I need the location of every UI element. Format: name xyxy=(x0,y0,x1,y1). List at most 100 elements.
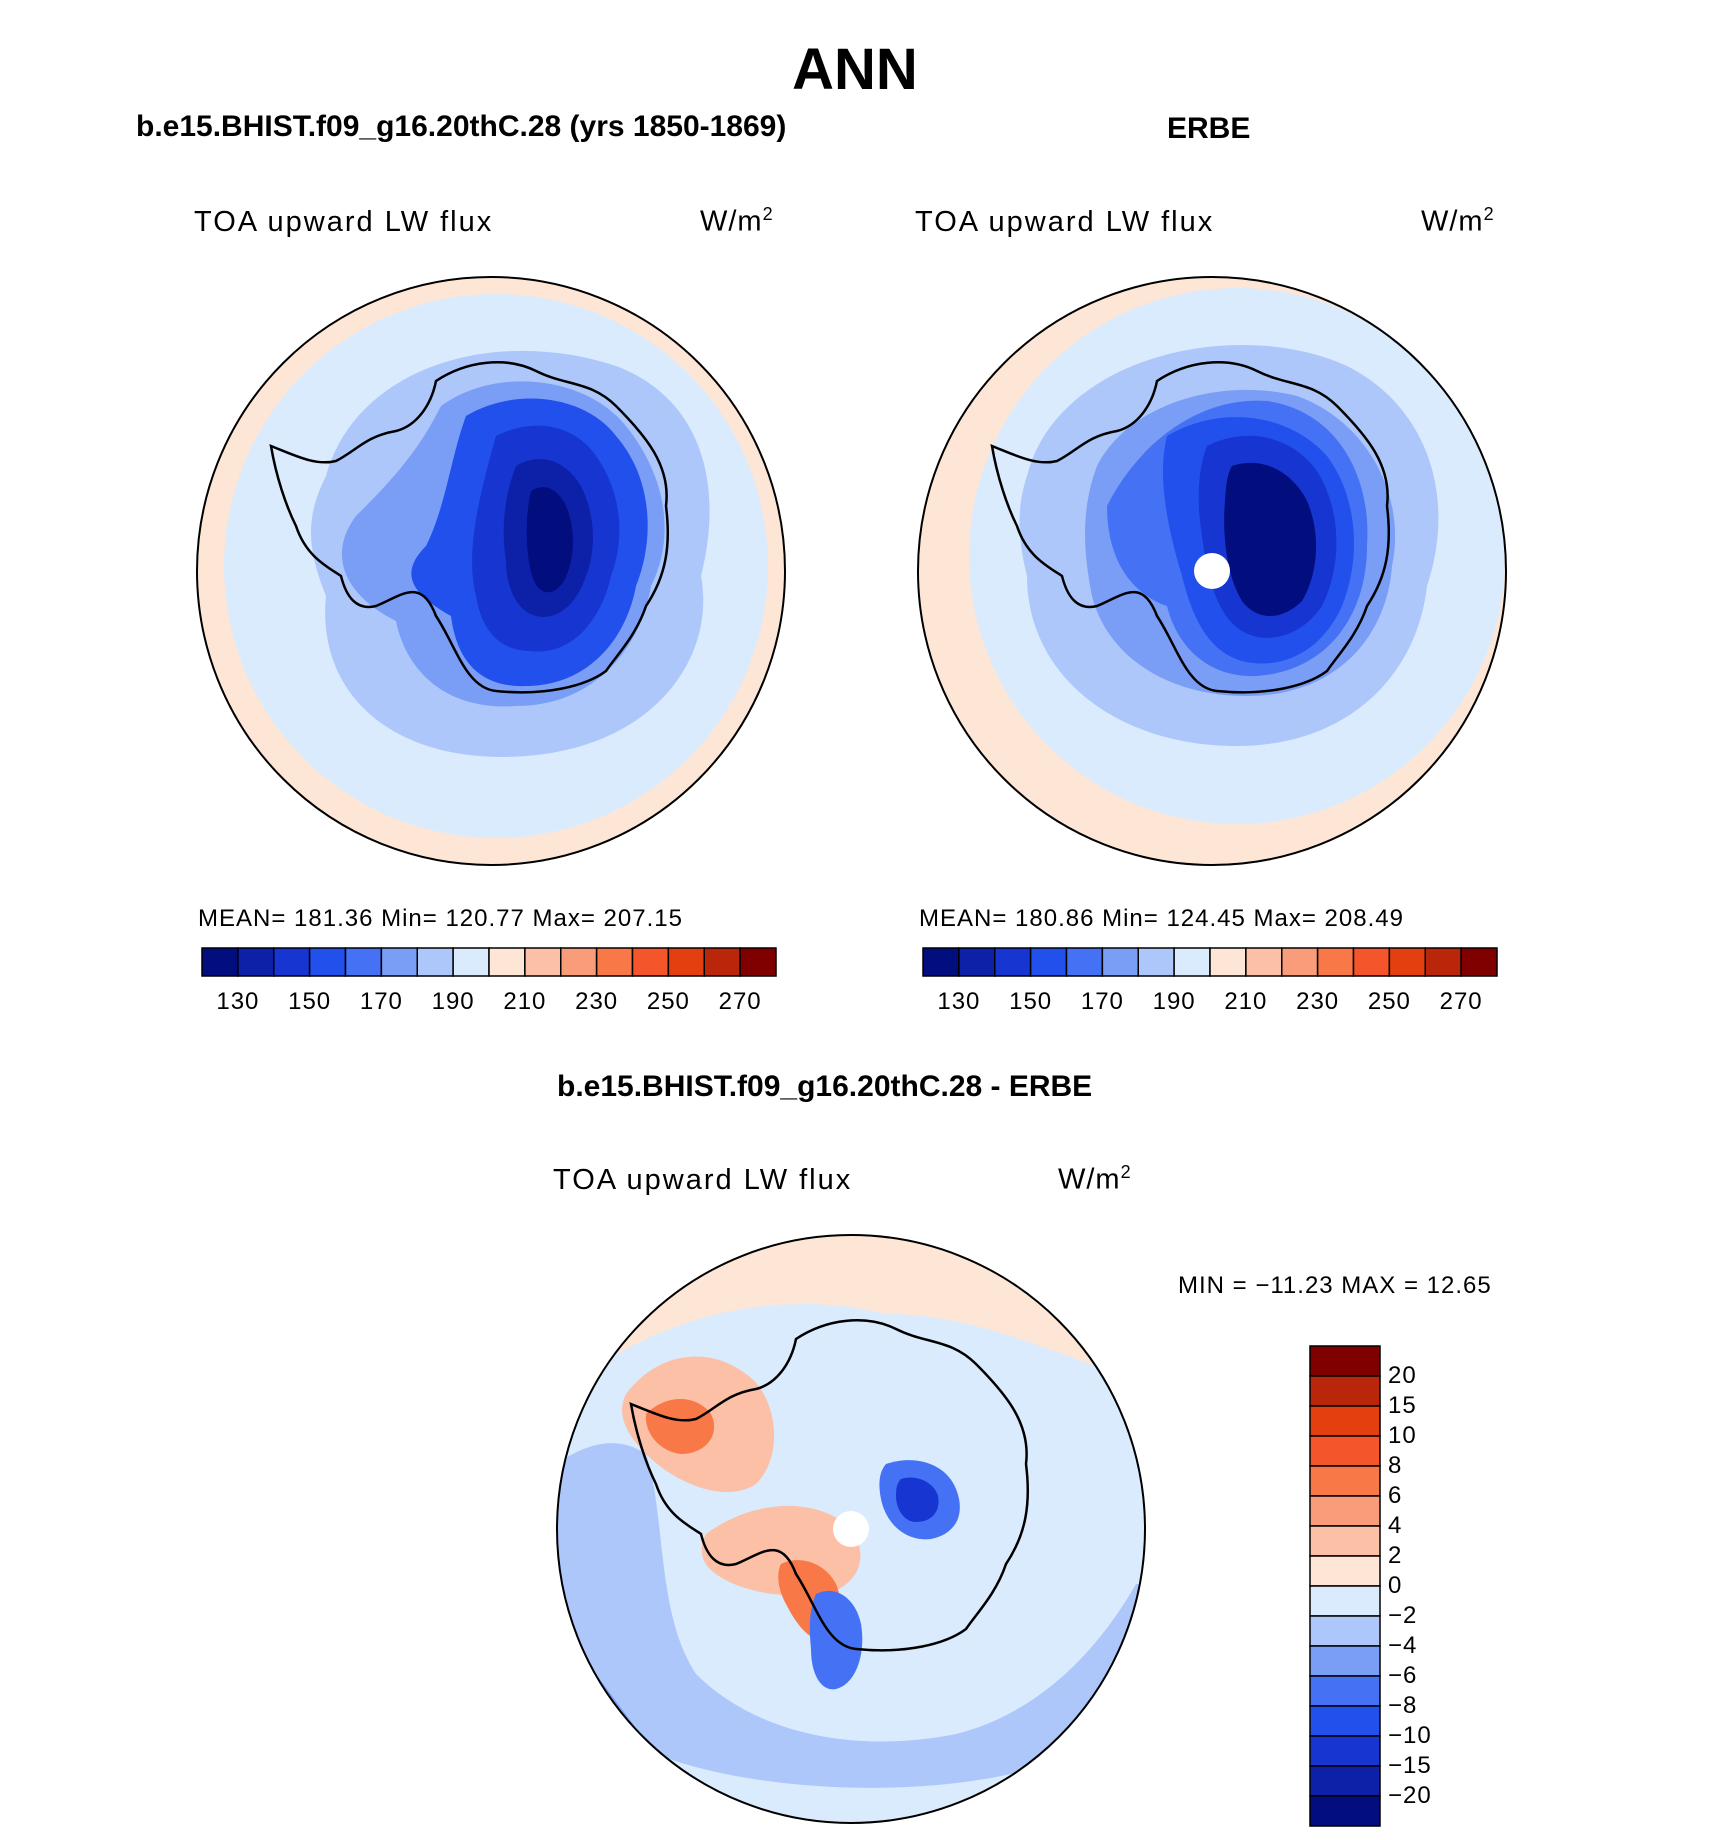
obs-variable-label: TOA upward LW flux xyxy=(915,206,1215,238)
diff-colorbar-tick: −15 xyxy=(1388,1752,1432,1779)
diff-positive-max xyxy=(645,1399,715,1454)
model-colorbar-tick: 270 xyxy=(718,988,762,1015)
model-polar-map xyxy=(196,276,786,866)
model-colorbar xyxy=(201,947,777,977)
diff-colorbar-box-6 xyxy=(1309,1525,1381,1557)
diff-colorbar-tick: −20 xyxy=(1388,1782,1432,1809)
diff-colorbar-tick: 10 xyxy=(1388,1422,1417,1449)
model-colorbar-tick: 190 xyxy=(431,988,475,1015)
main-title: ANN xyxy=(792,37,918,102)
diff-colorbar-box-10 xyxy=(1309,1645,1381,1677)
diff-colorbar-box-1 xyxy=(1309,1375,1381,1407)
obs-colorbar xyxy=(922,947,1498,977)
obs-stats: MEAN= 180.86 Min= 124.45 Max= 208.49 xyxy=(919,905,1404,932)
diff-negative-ring xyxy=(557,1443,1145,1823)
diff-colorbar-tick: −2 xyxy=(1388,1602,1418,1629)
obs-colorbar-box-3 xyxy=(1029,947,1068,977)
diff-colorbar-box-12 xyxy=(1309,1705,1381,1737)
model-colorbar-box-11 xyxy=(595,947,634,977)
diff-colorbar-tick: 15 xyxy=(1388,1392,1417,1419)
obs-contour-min xyxy=(1224,462,1317,616)
diff-colorbar-box-15 xyxy=(1309,1795,1381,1827)
diff-polar-map xyxy=(556,1234,1146,1824)
diff-variable-label: TOA upward LW flux xyxy=(553,1164,853,1196)
diff-colorbar-tick: −10 xyxy=(1388,1722,1432,1749)
model-colorbar-tick: 150 xyxy=(288,988,332,1015)
diff-stats: MIN = −11.23 MAX = 12.65 xyxy=(1178,1272,1492,1299)
model-colorbar-tick: 250 xyxy=(646,988,690,1015)
obs-colorbar-box-11 xyxy=(1316,947,1355,977)
model-stats: MEAN= 181.36 Min= 120.77 Max= 207.15 xyxy=(198,905,683,932)
obs-colorbar-tick: 250 xyxy=(1367,988,1411,1015)
diff-antarctica-coastline xyxy=(629,1319,1030,1652)
obs-colorbar-box-6 xyxy=(1137,947,1175,977)
model-colorbar-box-15 xyxy=(739,947,777,977)
model-colorbar-box-9 xyxy=(524,947,562,977)
model-colorbar-box-0 xyxy=(201,947,239,977)
obs-colorbar-box-2 xyxy=(994,947,1032,977)
diff-colorbar-tick: −4 xyxy=(1388,1632,1418,1659)
model-units-label: W/m2 xyxy=(700,204,774,238)
diff-colorbar-tick: −6 xyxy=(1388,1662,1418,1689)
diff-units-label: W/m2 xyxy=(1058,1162,1132,1196)
obs-colorbar-box-8 xyxy=(1209,947,1247,977)
obs-colorbar-tick: 170 xyxy=(1080,988,1124,1015)
diff-colorbar-box-0 xyxy=(1309,1345,1381,1377)
diff-colorbar-box-4 xyxy=(1309,1465,1381,1497)
obs-colorbar-tick: 190 xyxy=(1152,988,1196,1015)
obs-polar-map xyxy=(917,276,1507,866)
model-panel-title: b.e15.BHIST.f09_g16.20thC.28 (yrs 1850-1… xyxy=(136,110,787,143)
diff-colorbar-box-9 xyxy=(1309,1615,1381,1647)
diff-negative-min xyxy=(896,1477,939,1522)
model-colorbar-box-5 xyxy=(380,947,418,977)
model-antarctica-coastline xyxy=(269,361,670,694)
obs-antarctica-coastline xyxy=(990,361,1391,694)
obs-colorbar-box-10 xyxy=(1281,947,1319,977)
model-colorbar-box-12 xyxy=(631,947,670,977)
diff-colorbar-tick: 4 xyxy=(1388,1512,1403,1539)
obs-colorbar-tick: 270 xyxy=(1439,988,1483,1015)
obs-colorbar-box-15 xyxy=(1460,947,1498,977)
obs-colorbar-box-4 xyxy=(1065,947,1104,977)
diff-colorbar-tick: 20 xyxy=(1388,1362,1417,1389)
model-colorbar-box-3 xyxy=(308,947,347,977)
diff-colorbar-tick: 0 xyxy=(1388,1572,1403,1599)
model-colorbar-tick: 230 xyxy=(575,988,619,1015)
obs-colorbar-box-12 xyxy=(1352,947,1391,977)
obs-colorbar-tick: 210 xyxy=(1224,988,1268,1015)
obs-colorbar-box-13 xyxy=(1388,947,1426,977)
model-colorbar-box-8 xyxy=(488,947,526,977)
obs-map-border xyxy=(917,276,1507,866)
model-contour-min xyxy=(526,487,573,593)
model-colorbar-box-1 xyxy=(237,947,275,977)
diff-colorbar-tick: 8 xyxy=(1388,1452,1403,1479)
model-colorbar-box-10 xyxy=(560,947,598,977)
diff-colorbar-box-5 xyxy=(1309,1495,1381,1527)
diff-colorbar-box-11 xyxy=(1309,1675,1381,1707)
diff-map-border xyxy=(556,1234,1146,1824)
obs-colorbar-tick: 230 xyxy=(1296,988,1340,1015)
model-variable-label: TOA upward LW flux xyxy=(194,206,494,238)
diff-panel-title: b.e15.BHIST.f09_g16.20thC.28 - ERBE xyxy=(557,1070,1093,1103)
diff-colorbar-tick: −8 xyxy=(1388,1692,1418,1719)
diff-colorbar-box-8 xyxy=(1309,1585,1381,1617)
obs-colorbar-box-1 xyxy=(958,947,996,977)
model-colorbar-tick: 170 xyxy=(359,988,403,1015)
model-map-border xyxy=(196,276,786,866)
diff-colorbar xyxy=(1309,1345,1381,1827)
obs-colorbar-tick: 130 xyxy=(937,988,981,1015)
obs-colorbar-tick: 150 xyxy=(1009,988,1053,1015)
diff-colorbar-box-2 xyxy=(1309,1405,1381,1437)
diff-colorbar-box-3 xyxy=(1309,1435,1381,1467)
obs-colorbar-box-5 xyxy=(1101,947,1139,977)
obs-panel-title: ERBE xyxy=(1167,112,1251,145)
diff-colorbar-box-13 xyxy=(1309,1735,1381,1767)
model-colorbar-box-7 xyxy=(452,947,490,977)
diff-colorbar-box-7 xyxy=(1309,1555,1381,1587)
obs-units-label: W/m2 xyxy=(1421,204,1495,238)
obs-colorbar-box-14 xyxy=(1424,947,1462,977)
diff-missing-pole xyxy=(833,1511,869,1547)
model-colorbar-box-2 xyxy=(273,947,311,977)
model-colorbar-tick: 130 xyxy=(216,988,260,1015)
diff-colorbar-tick: 6 xyxy=(1388,1482,1403,1509)
